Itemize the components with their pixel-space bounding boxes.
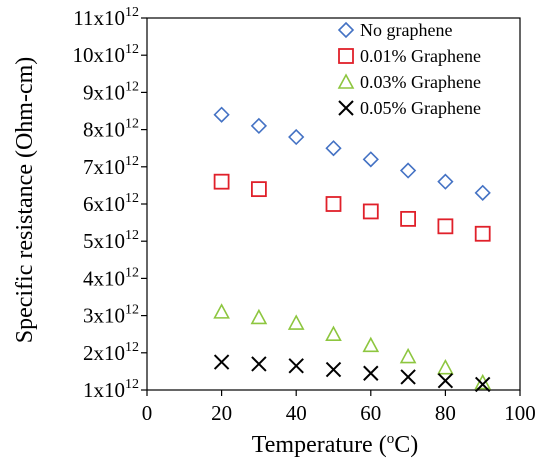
data-point <box>213 173 230 190</box>
series-1 <box>213 173 491 242</box>
x-tick-label: 80 <box>435 401 456 425</box>
x-tick-label: 40 <box>286 401 307 425</box>
data-point <box>362 203 379 220</box>
data-point <box>250 117 268 135</box>
y-tick-label: 1x1012 <box>83 377 139 402</box>
data-point <box>437 372 454 389</box>
data-point <box>250 181 267 198</box>
y-tick-label: 9x1012 <box>83 79 139 104</box>
data-point <box>325 140 342 157</box>
x-tick-label: 20 <box>211 401 232 425</box>
data-point <box>437 358 454 375</box>
data-point <box>213 354 230 370</box>
legend-marker <box>338 100 354 116</box>
legend-label: 0.05% Graphene <box>360 98 481 118</box>
data-point <box>474 184 491 201</box>
y-tick-label: 10x1012 <box>73 42 140 67</box>
data-point <box>399 347 417 364</box>
y-axis-ticks: 1x1012 2x1012 3x1012 4x1012 5x1012 6x1012 7x10… <box>73 5 147 402</box>
y-tick-label: 4x1012 <box>83 265 139 290</box>
data-point <box>288 358 304 374</box>
data-point <box>474 225 491 242</box>
legend-marker <box>337 73 355 89</box>
x-tick-label: 100 <box>504 401 536 425</box>
x-tick-label: 0 <box>142 401 153 425</box>
cross-stroke <box>400 369 416 385</box>
cross-stroke <box>338 100 354 116</box>
legend-label: No graphene <box>360 20 452 40</box>
series-0 <box>213 106 491 201</box>
data-point <box>474 373 492 390</box>
data-series <box>213 106 492 393</box>
cross-stroke <box>474 376 491 393</box>
cross-stroke <box>325 361 342 378</box>
data-point <box>437 218 454 235</box>
legend-label: 0.01% Graphene <box>360 46 481 66</box>
data-point <box>437 173 454 190</box>
data-point <box>363 365 379 381</box>
cross-stroke <box>288 358 304 374</box>
y-tick-label: 3x1012 <box>83 303 139 328</box>
data-point <box>362 336 380 353</box>
y-axis-title: Specific resistance (Ohm-cm) <box>12 57 38 344</box>
series-2 <box>213 303 492 390</box>
data-point <box>325 361 342 378</box>
data-point <box>400 369 416 385</box>
data-point <box>399 162 417 179</box>
cross-stroke <box>363 365 379 381</box>
cross-stroke <box>437 372 454 389</box>
data-point <box>251 356 267 372</box>
x-axis-ticks: 0 20 40 60 80 100 <box>142 390 536 425</box>
data-point <box>287 314 305 330</box>
data-point <box>474 376 491 393</box>
data-point <box>400 210 417 227</box>
y-tick-label: 2x1012 <box>83 340 139 365</box>
data-point <box>325 196 342 212</box>
cross-stroke <box>251 356 267 372</box>
y-tick-label: 6x1012 <box>83 191 139 216</box>
y-tick-label: 11x1012 <box>73 5 139 30</box>
data-point <box>213 106 230 123</box>
legend-marker <box>337 21 355 39</box>
legend-marker <box>338 48 354 64</box>
data-point <box>213 303 230 319</box>
y-tick-label: 8x1012 <box>83 117 139 142</box>
cross-stroke <box>213 354 230 370</box>
series-3 <box>213 354 491 393</box>
y-tick-label: 7x1012 <box>83 154 139 179</box>
data-point <box>288 128 305 146</box>
legend-label: 0.03% Graphene <box>360 72 481 92</box>
legend: No graphene 0.01% Graphene 0.03% Graphene 0… <box>337 20 481 118</box>
data-point <box>325 325 342 342</box>
x-axis-title: Temperature (oC) <box>252 431 418 458</box>
data-point <box>362 151 379 168</box>
y-tick-label: 5x1012 <box>83 228 139 253</box>
data-point <box>250 308 268 325</box>
x-tick-label: 60 <box>360 401 381 425</box>
